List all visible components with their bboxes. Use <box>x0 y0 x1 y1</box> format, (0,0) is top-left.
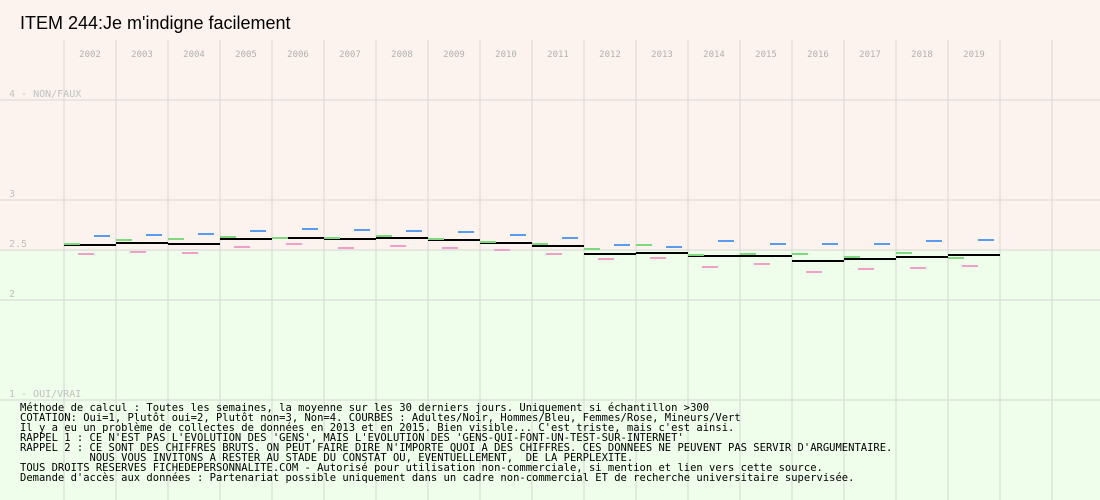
footnotes: Méthode de calcul : Toutes les semaines,… <box>20 402 892 484</box>
x-tick-label: 2009 <box>443 50 465 60</box>
grid-lines <box>0 40 1100 500</box>
x-tick-label: 2007 <box>339 50 361 60</box>
oui-vrai-band <box>0 250 1100 500</box>
x-tick-labels: 2002 2003 2004 2005 2006 2007 2008 2009 2010 2011… <box>79 50 985 60</box>
x-tick-label: 2012 <box>599 50 621 60</box>
footnote-line: Méthode de calcul : Toutes les semaines,… <box>20 402 709 414</box>
footnote-line: COTATION: Oui=1, Plutôt oui=2, Plutôt no… <box>20 412 741 424</box>
x-tick-label: 2008 <box>391 50 413 60</box>
y-tick-label: 2 <box>9 289 15 300</box>
y-tick-labels: 4 - NON/FAUX 3 2.5 2 1 - OUI/VRAI <box>9 89 81 400</box>
series-marks <box>64 228 1000 273</box>
x-tick-label: 2018 <box>911 50 933 60</box>
non-faux-band <box>0 0 1100 250</box>
x-tick-label: 2017 <box>859 50 881 60</box>
x-tick-label: 2004 <box>183 50 205 60</box>
x-tick-label: 2015 <box>755 50 777 60</box>
x-tick-label: 2011 <box>547 50 569 60</box>
chart-title: ITEM 244:Je m'indigne facilement <box>20 13 291 33</box>
footnote-line: RAPPEL 1 : CE N'EST PAS L'EVOLUTION DES … <box>20 432 684 444</box>
series-hommes <box>94 228 994 248</box>
y-tick-label: 4 - NON/FAUX <box>9 89 81 100</box>
footnote-line: Il y a eu un problème de collectes de do… <box>20 422 734 434</box>
x-tick-label: 2016 <box>807 50 829 60</box>
y-tick-label: 1 - OUI/VRAI <box>9 389 81 400</box>
footnote-line: Demande d'accès aux données : Partenaria… <box>20 472 854 484</box>
series-femmes <box>78 243 978 273</box>
x-tick-label: 2006 <box>287 50 309 60</box>
x-tick-label: 2005 <box>235 50 257 60</box>
footnote-line: RAPPEL 2 : CE SONT DES CHIFFRES BRUTS. O… <box>20 442 892 454</box>
x-tick-label: 2019 <box>963 50 985 60</box>
x-tick-label: 2014 <box>703 50 725 60</box>
x-tick-label: 2010 <box>495 50 517 60</box>
x-tick-label: 2003 <box>131 50 153 60</box>
series-mineurs <box>64 235 964 259</box>
x-tick-label: 2002 <box>79 50 101 60</box>
y-tick-label: 2.5 <box>9 239 27 250</box>
x-tick-label: 2013 <box>651 50 673 60</box>
footnote-line: NOUS VOUS INVITONS A RESTER AU STADE DU … <box>20 452 633 464</box>
footnote-line: TOUS DROITS RESERVES FICHEDEPERSONNALITE… <box>20 462 823 474</box>
y-tick-label: 3 <box>9 189 15 200</box>
